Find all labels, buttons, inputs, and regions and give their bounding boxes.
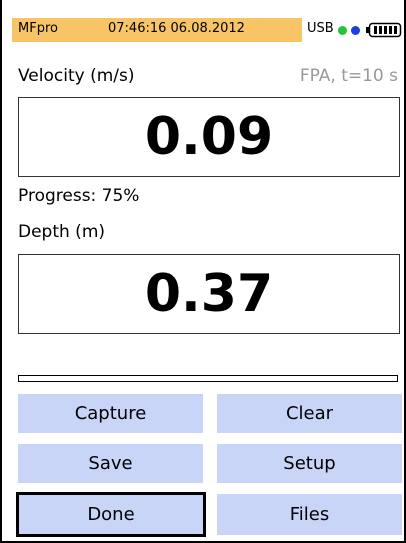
progress-label: Progress: 75%: [18, 186, 139, 206]
usb-label: USB: [307, 21, 334, 36]
status-dot-green: [338, 26, 347, 35]
mode-label: FPA, t=10 s: [300, 66, 398, 86]
depth-label: Depth (m): [18, 222, 105, 242]
progress-bar: [18, 375, 398, 382]
files-button[interactable]: Files: [217, 494, 402, 535]
save-button[interactable]: Save: [18, 444, 203, 483]
capture-button[interactable]: Capture: [18, 394, 203, 433]
app-name: MFpro: [18, 21, 58, 36]
device-screen: MFpro 07:46:16 06.08.2012 USB Velocity (…: [0, 0, 406, 543]
status-bar: MFpro 07:46:16 06.08.2012 USB: [12, 18, 404, 42]
status-dot-blue: [351, 26, 360, 35]
velocity-label: Velocity (m/s): [18, 66, 135, 86]
battery-icon: [366, 22, 402, 38]
datetime: 07:46:16 06.08.2012: [108, 21, 245, 36]
velocity-value: 0.09: [145, 107, 273, 167]
clear-button[interactable]: Clear: [217, 394, 402, 433]
setup-button[interactable]: Setup: [217, 444, 402, 483]
done-button[interactable]: Done: [16, 492, 206, 537]
depth-value: 0.37: [145, 264, 273, 324]
depth-box: 0.37: [18, 254, 400, 334]
velocity-box: 0.09: [18, 97, 400, 177]
